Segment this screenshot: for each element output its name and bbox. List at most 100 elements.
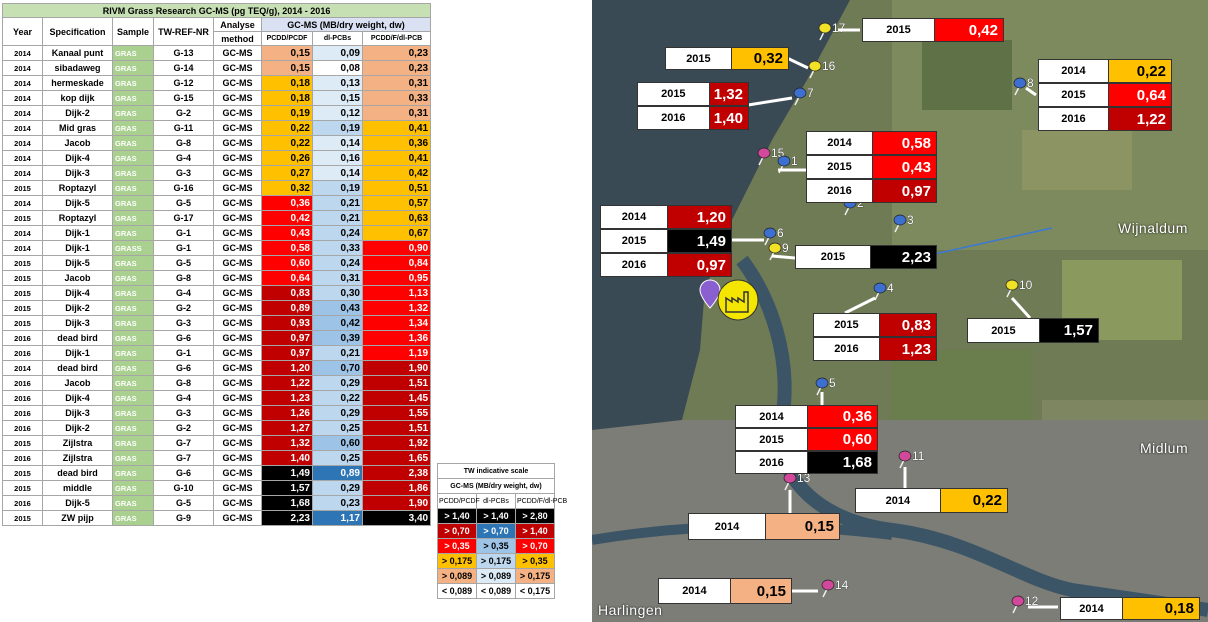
callout-value: 1,49 xyxy=(667,230,731,252)
pin-head xyxy=(778,156,790,166)
callout-value: 0,97 xyxy=(872,180,936,202)
cell: GC-MS xyxy=(214,121,262,136)
cell: Jacob xyxy=(43,136,113,151)
scale-level: > 0,70 xyxy=(477,524,516,539)
cell: 2014 xyxy=(3,361,43,376)
cell: GC-MS xyxy=(214,61,262,76)
value-cell: 1,40 xyxy=(262,451,313,466)
cell: Dijk-2 xyxy=(43,106,113,121)
cell: GC-MS xyxy=(214,166,262,181)
data-row: 2014Dijk-3GRASG-3GC-MS0,270,140,42 xyxy=(3,166,431,181)
callout-year: 2014 xyxy=(601,206,667,228)
value-cell: 1,13 xyxy=(363,286,431,301)
cell: Dijk-3 xyxy=(43,166,113,181)
pin-head xyxy=(784,473,796,483)
callout-row: 20150,60 xyxy=(735,428,878,451)
value-cell: 0,33 xyxy=(313,241,363,256)
value-cell: 1,92 xyxy=(363,436,431,451)
cell: G-4 xyxy=(154,286,214,301)
value-cell: 1,51 xyxy=(363,421,431,436)
cell: Dijk-2 xyxy=(43,301,113,316)
cell: GC-MS xyxy=(214,406,262,421)
data-row: 2015Dijk-3GRASG-3GC-MS0,930,421,34 xyxy=(3,316,431,331)
scale-level: > 0,175 xyxy=(438,554,477,569)
cell: G-7 xyxy=(154,451,214,466)
callout-year: 2015 xyxy=(736,429,807,450)
callout-year: 2014 xyxy=(807,132,872,154)
callout-year: 2016 xyxy=(1039,108,1108,130)
data-row: 2014JacobGRASG-8GC-MS0,220,140,36 xyxy=(3,136,431,151)
value-cell: 0,25 xyxy=(313,451,363,466)
callout-row: 20150,83 xyxy=(813,313,937,337)
data-row: 2016Dijk-5GRASG-5GC-MS1,680,231,90 xyxy=(3,496,431,511)
callout-year: 2014 xyxy=(736,406,807,427)
pin-head xyxy=(894,215,906,225)
cell: GRASS xyxy=(113,241,154,256)
cell: GC-MS xyxy=(214,481,262,496)
cell: 2015 xyxy=(3,436,43,451)
data-row: 2015Dijk-4GRASG-4GC-MS0,830,301,13 xyxy=(3,286,431,301)
cell: GRAS xyxy=(113,256,154,271)
cell: GRAS xyxy=(113,226,154,241)
data-row: 2016Dijk-3GRASG-3GC-MS1,260,291,55 xyxy=(3,406,431,421)
cell: 2015 xyxy=(3,466,43,481)
callout-arrow xyxy=(772,256,795,258)
scale-level: < 0,089 xyxy=(438,584,477,599)
cell: sibadaweg xyxy=(43,61,113,76)
value-cell: 0,29 xyxy=(313,481,363,496)
callout-year: 2015 xyxy=(807,156,872,178)
callout-year: 2014 xyxy=(856,489,940,512)
callout-year: 2015 xyxy=(863,19,934,41)
cell: 2014 xyxy=(3,196,43,211)
cell: G-10 xyxy=(154,481,214,496)
value-cell: 0,43 xyxy=(262,226,313,241)
callout-value: 2,23 xyxy=(870,246,936,268)
value-cell: 0,33 xyxy=(363,91,431,106)
scale-level: > 0,089 xyxy=(438,569,477,584)
value-cell: 0,25 xyxy=(313,421,363,436)
cell: 2016 xyxy=(3,391,43,406)
cell: GC-MS xyxy=(214,241,262,256)
callout-value: 0,18 xyxy=(1122,598,1199,619)
cell: GC-MS xyxy=(214,286,262,301)
scale-row: > 0,70> 0,70> 1,40 xyxy=(438,524,555,539)
cell: G-5 xyxy=(154,496,214,511)
cell: middle xyxy=(43,481,113,496)
scale-level: < 0,175 xyxy=(516,584,555,599)
data-row: 2016Dijk-2GRASG-2GC-MS1,270,251,51 xyxy=(3,421,431,436)
value-cell: 0,26 xyxy=(262,151,313,166)
cell: GC-MS xyxy=(214,436,262,451)
column-header: TW-REF-NR xyxy=(154,18,214,46)
value-cell: 0,39 xyxy=(313,331,363,346)
callout-value: 1,40 xyxy=(709,107,748,129)
cell: G-5 xyxy=(154,256,214,271)
value-cell: 1,57 xyxy=(262,481,313,496)
scale-header: PCDD/F/dl-PCB xyxy=(516,494,555,509)
value-cell: 0,22 xyxy=(313,391,363,406)
scale-level: > 1,40 xyxy=(477,509,516,524)
value-cell: 0,58 xyxy=(262,241,313,256)
callout-year: 2015 xyxy=(601,230,667,252)
cell: GRAS xyxy=(113,481,154,496)
pin-label: 4 xyxy=(887,281,894,295)
cell: GRAS xyxy=(113,511,154,526)
cell: 2015 xyxy=(3,301,43,316)
cell: dead bird xyxy=(43,466,113,481)
cell: Dijk-4 xyxy=(43,391,113,406)
value-cell: 0,29 xyxy=(313,406,363,421)
value-cell: 0,84 xyxy=(363,256,431,271)
cell: GC-MS xyxy=(214,316,262,331)
callout-row: 20140,18 xyxy=(1060,597,1200,620)
callout-value: 0,43 xyxy=(872,156,936,178)
cell: Dijk-3 xyxy=(43,406,113,421)
cell: 2016 xyxy=(3,451,43,466)
pin-label: 6 xyxy=(777,226,784,240)
value-cell: 0,23 xyxy=(363,46,431,61)
cell: GC-MS xyxy=(214,226,262,241)
value-cell: 1,20 xyxy=(262,361,313,376)
cell: G-6 xyxy=(154,466,214,481)
cell: GC-MS xyxy=(214,76,262,91)
cell: GRAS xyxy=(113,61,154,76)
cell: G-3 xyxy=(154,316,214,331)
callout-row: 20140,15 xyxy=(688,513,840,540)
